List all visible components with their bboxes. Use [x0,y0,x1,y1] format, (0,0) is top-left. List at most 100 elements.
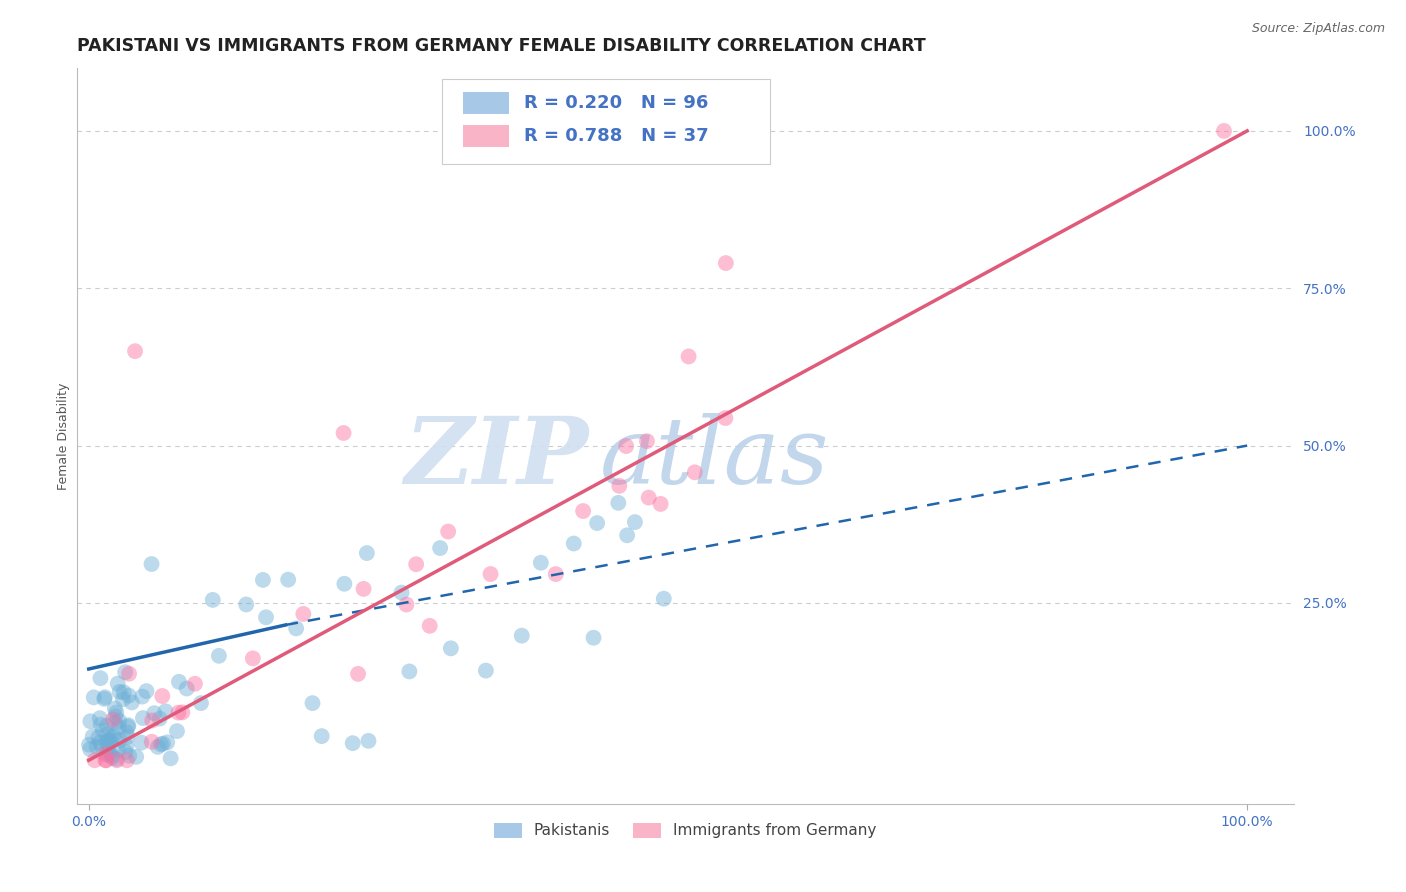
Point [135,684,157,698]
Point [100,733,122,747]
Point [94,690,117,705]
Point [114,665,136,680]
Point [82,730,104,744]
Point [167,706,190,720]
Point [714,256,737,270]
Point [131,736,153,750]
Point [108,714,131,728]
Point [105,752,128,766]
Point [156,735,179,749]
Point [96,735,118,749]
Point [141,714,163,728]
Point [636,434,658,449]
Point [96,727,118,741]
Point [714,411,737,425]
Text: R = 0.220   N = 96: R = 0.220 N = 96 [523,94,707,112]
Point [530,556,553,570]
Point [544,567,567,582]
Point [252,573,274,587]
Point [101,750,124,764]
Point [104,701,127,715]
Point [118,666,141,681]
Point [405,558,427,572]
Point [141,557,163,571]
Point [333,576,356,591]
Point [607,496,630,510]
Point [150,689,173,703]
Point [678,350,700,364]
Point [98,744,121,758]
Point [292,607,315,621]
Point [114,745,136,759]
Point [167,674,190,689]
Point [301,696,323,710]
Point [96,719,118,733]
Point [89,736,111,750]
Point [152,737,174,751]
Text: Source: ZipAtlas.com: Source: ZipAtlas.com [1251,22,1385,36]
Point [586,516,609,530]
Point [89,711,111,725]
Point [115,739,138,753]
Point [208,648,231,663]
Point [131,690,153,704]
Point [125,749,148,764]
Point [94,753,117,767]
Point [683,466,706,480]
Point [616,528,638,542]
Text: PAKISTANI VS IMMIGRANTS FROM GERMANY FEMALE DISABILITY CORRELATION CHART: PAKISTANI VS IMMIGRANTS FROM GERMANY FEM… [77,37,927,55]
Point [115,725,138,739]
Point [176,681,198,696]
Point [124,344,146,359]
Point [479,567,502,582]
Point [419,619,441,633]
Text: R = 0.788   N = 37: R = 0.788 N = 37 [523,127,709,145]
Point [93,691,115,706]
Point [391,585,413,599]
Point [117,720,139,734]
Point [637,491,659,505]
Point [311,729,333,743]
Point [91,739,114,754]
Point [347,666,370,681]
Point [79,742,101,756]
Point [149,712,172,726]
Point [97,733,120,747]
Point [101,713,124,727]
Point [395,598,418,612]
Point [342,736,364,750]
Point [111,692,134,706]
Y-axis label: Female Disability: Female Disability [58,383,70,490]
Point [101,731,124,745]
Point [98,733,121,747]
Point [143,706,166,721]
Point [429,541,451,555]
Point [254,610,277,624]
Point [652,591,675,606]
Point [437,524,460,539]
FancyBboxPatch shape [463,92,509,113]
Point [201,593,224,607]
Point [83,690,105,705]
Point [582,631,605,645]
Point [104,715,127,730]
Point [118,748,141,763]
Point [242,651,264,665]
Point [108,733,131,747]
Point [235,598,257,612]
Point [89,671,111,685]
Point [440,641,463,656]
Point [107,742,129,756]
Point [166,724,188,739]
Point [172,706,194,720]
Point [91,723,114,738]
Point [356,546,378,560]
Point [104,709,127,723]
Point [155,704,177,718]
Point [107,721,129,735]
Point [357,734,380,748]
Point [614,439,637,453]
Point [146,739,169,754]
Point [190,696,212,710]
Point [562,536,585,550]
